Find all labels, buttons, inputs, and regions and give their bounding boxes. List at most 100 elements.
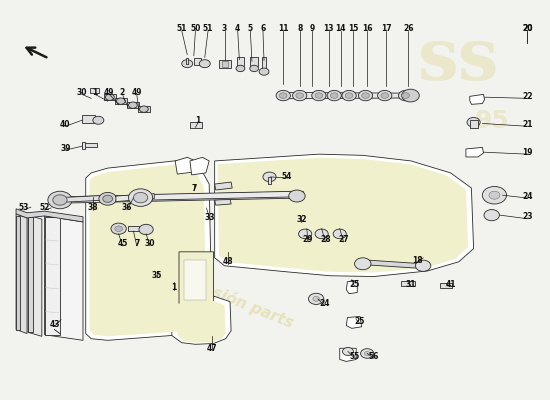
Bar [401, 281, 415, 286]
Circle shape [103, 195, 113, 202]
Polygon shape [363, 260, 423, 268]
Polygon shape [60, 195, 108, 202]
Text: 51: 51 [177, 24, 187, 33]
Text: 54: 54 [282, 172, 292, 180]
Circle shape [402, 89, 419, 102]
Text: 20: 20 [522, 24, 532, 33]
Polygon shape [214, 154, 474, 276]
Polygon shape [214, 182, 232, 190]
Circle shape [315, 93, 323, 98]
Text: 55: 55 [349, 352, 360, 361]
Text: 23: 23 [522, 212, 532, 221]
Text: 13: 13 [323, 24, 334, 33]
Circle shape [362, 93, 370, 98]
Text: 39: 39 [60, 144, 71, 153]
Polygon shape [104, 94, 116, 100]
Text: 28: 28 [320, 235, 331, 244]
Polygon shape [128, 226, 139, 232]
Circle shape [129, 102, 138, 108]
Bar [28, 217, 33, 332]
Circle shape [139, 224, 153, 235]
Text: 38: 38 [87, 204, 98, 212]
Circle shape [381, 93, 388, 98]
Polygon shape [282, 92, 410, 99]
Text: 5: 5 [248, 24, 253, 33]
Circle shape [140, 106, 148, 112]
Text: 24: 24 [319, 299, 329, 308]
Polygon shape [138, 106, 150, 112]
Text: 2: 2 [120, 88, 125, 97]
Text: 30: 30 [145, 239, 155, 248]
Text: 3: 3 [222, 24, 227, 33]
Circle shape [115, 226, 123, 232]
Bar [90, 88, 100, 93]
Bar [184, 260, 206, 300]
Text: 19: 19 [522, 148, 532, 157]
Text: 6: 6 [260, 24, 266, 33]
Text: 16: 16 [362, 24, 372, 33]
Circle shape [484, 210, 499, 221]
Circle shape [236, 65, 245, 72]
Text: 20: 20 [522, 24, 532, 33]
Text: 1: 1 [171, 283, 176, 292]
Text: 52: 52 [40, 204, 49, 212]
Circle shape [333, 229, 346, 239]
Circle shape [250, 65, 258, 72]
Circle shape [398, 90, 412, 101]
Polygon shape [172, 296, 231, 344]
Text: 45: 45 [117, 239, 128, 248]
Polygon shape [236, 57, 244, 66]
Circle shape [315, 229, 328, 239]
Polygon shape [116, 194, 155, 202]
Polygon shape [346, 316, 362, 328]
Bar [219, 60, 231, 68]
Circle shape [312, 90, 326, 101]
Text: 51: 51 [203, 24, 213, 33]
Text: 95: 95 [475, 109, 510, 133]
Text: 33: 33 [205, 214, 216, 222]
Polygon shape [190, 157, 209, 175]
Polygon shape [214, 199, 231, 205]
Circle shape [355, 258, 371, 270]
Circle shape [309, 293, 324, 304]
Text: 32: 32 [296, 216, 306, 224]
Circle shape [53, 195, 67, 205]
Circle shape [345, 93, 353, 98]
Circle shape [199, 60, 210, 68]
Circle shape [342, 90, 356, 101]
Text: 7: 7 [134, 239, 140, 248]
Polygon shape [262, 57, 266, 69]
Circle shape [467, 118, 480, 127]
Polygon shape [340, 348, 356, 362]
Circle shape [276, 90, 290, 101]
Circle shape [111, 223, 126, 234]
Bar [82, 143, 97, 147]
Text: 43: 43 [49, 320, 60, 329]
Circle shape [299, 229, 312, 239]
Text: 48: 48 [223, 257, 234, 266]
Polygon shape [127, 102, 139, 108]
Polygon shape [470, 94, 485, 104]
Circle shape [279, 93, 287, 98]
Circle shape [289, 190, 305, 202]
Polygon shape [186, 58, 188, 64]
Bar [16, 216, 20, 330]
Polygon shape [90, 164, 206, 336]
Polygon shape [250, 57, 258, 66]
Text: 14: 14 [336, 24, 346, 33]
Text: ss: ss [417, 24, 499, 96]
Text: 29: 29 [302, 235, 313, 244]
Circle shape [489, 191, 500, 199]
Circle shape [482, 186, 507, 204]
Bar [222, 61, 228, 67]
Text: 21: 21 [522, 120, 532, 129]
Polygon shape [175, 157, 195, 174]
Polygon shape [16, 209, 83, 222]
Polygon shape [86, 160, 212, 340]
Bar [82, 142, 85, 149]
Text: 49: 49 [131, 88, 142, 97]
Text: 27: 27 [338, 235, 349, 244]
Text: 8: 8 [297, 24, 302, 33]
Polygon shape [152, 191, 297, 200]
Text: 49: 49 [104, 88, 114, 97]
